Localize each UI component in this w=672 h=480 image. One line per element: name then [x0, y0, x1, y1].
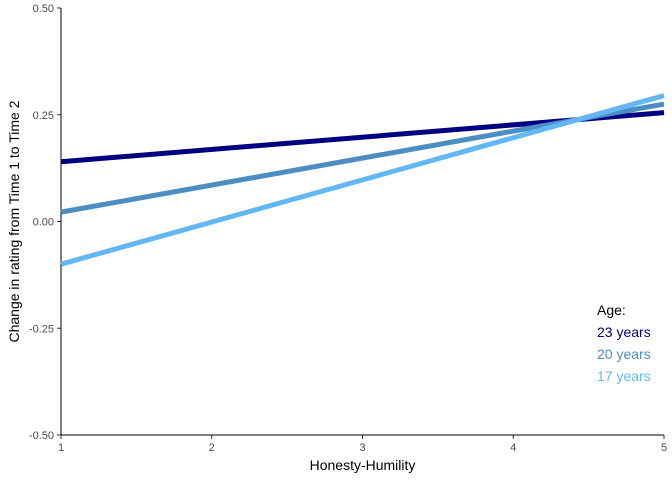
x-tick-label: 4 [510, 442, 516, 454]
y-tick-label: -0.50 [29, 430, 54, 442]
x-tick-label: 2 [209, 442, 215, 454]
legend: Age: 23 years 20 years 17 years [597, 302, 651, 384]
y-tick-label: 0.25 [33, 110, 54, 122]
y-tick-label: 0.50 [33, 3, 54, 15]
legend-title: Age: [597, 302, 626, 318]
legend-item-1: 23 years [597, 324, 651, 340]
x-tick-label: 5 [661, 442, 667, 454]
y-axis-title: Change in rating from Time 1 to Time 2 [6, 100, 22, 342]
y-axis-ticks: -0.50 -0.25 0.00 0.25 0.50 [29, 3, 61, 442]
series-line-3 [60, 93, 665, 267]
legend-item-2: 20 years [597, 346, 651, 362]
x-axis-ticks: 1 2 3 4 5 [58, 435, 667, 454]
y-tick-label: 0.00 [33, 217, 54, 229]
y-tick-label: -0.25 [29, 323, 54, 335]
legend-item-3: 17 years [597, 368, 651, 384]
x-tick-label: 3 [359, 442, 365, 454]
x-tick-label: 1 [58, 442, 64, 454]
x-axis-title: Honesty-Humility [310, 457, 416, 473]
series-lines [60, 93, 665, 267]
